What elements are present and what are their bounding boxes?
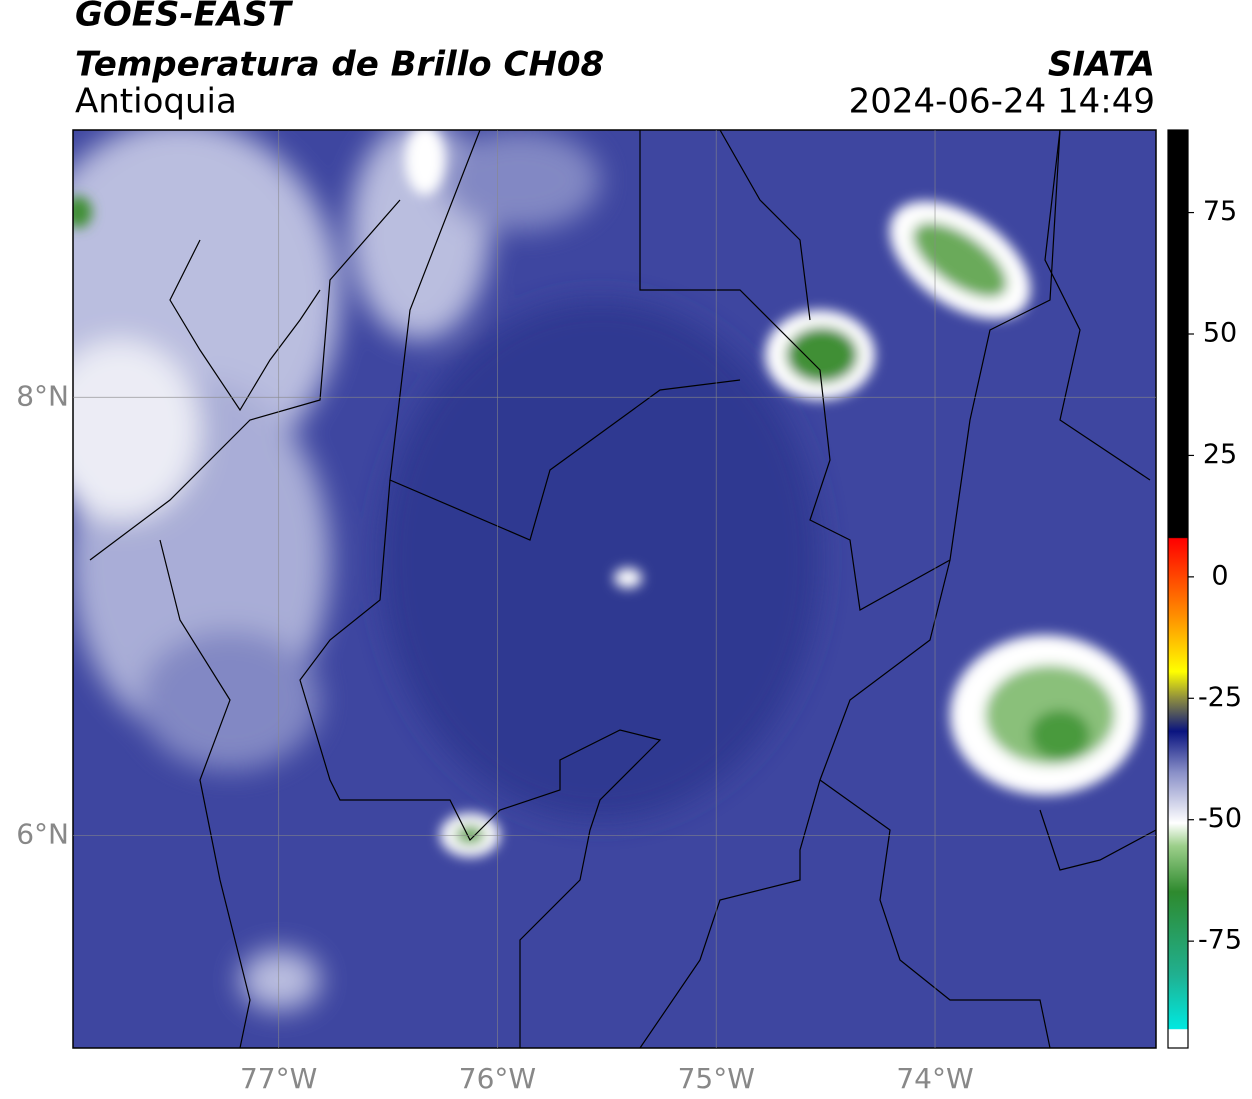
colorbar-tick-label: 25 — [1203, 439, 1237, 470]
colorbar-tick-label: 0 — [1211, 560, 1228, 591]
datetime: 2024-06-24 14:49 — [849, 82, 1155, 122]
y-tick-label: 6°N — [16, 817, 69, 850]
subtitle: Temperatura de Brillo CH08 — [75, 45, 604, 85]
colorbar-tick-label: -25 — [1198, 682, 1242, 713]
title: GOES-EAST — [75, 0, 294, 35]
satellite-image — [73, 130, 1156, 1048]
map-frame — [72, 129, 1157, 1049]
colorbar-tick-label: -50 — [1198, 803, 1242, 834]
x-tick-label: 76°W — [459, 1062, 536, 1095]
x-tick-label: 75°W — [678, 1062, 755, 1095]
colorbar-tick-label: 50 — [1203, 318, 1237, 349]
source: SIATA — [1048, 45, 1155, 85]
colorbar-tick-label: 75 — [1203, 196, 1237, 227]
colorbar — [1167, 129, 1189, 1049]
y-tick-label: 8°N — [16, 379, 69, 412]
colorbar-tick-label: -75 — [1198, 925, 1242, 956]
x-tick-label: 77°W — [240, 1062, 317, 1095]
x-tick-label: 74°W — [896, 1062, 973, 1095]
region: Antioquia — [75, 82, 237, 122]
